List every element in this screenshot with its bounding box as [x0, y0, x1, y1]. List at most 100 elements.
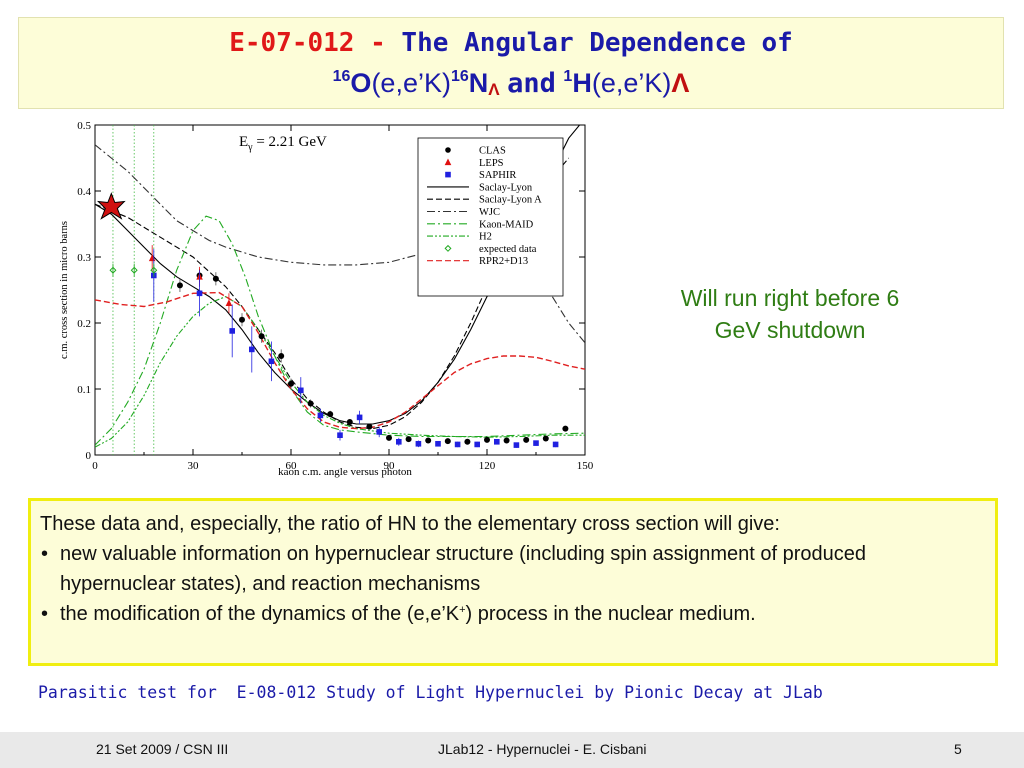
marker — [196, 290, 203, 297]
legend-label: Saclay-Lyon A — [479, 195, 542, 206]
footer-bar: 21 Set 2009 / CSN III JLab12 - Hypernucl… — [0, 732, 1024, 768]
marker — [229, 328, 235, 334]
n-mass-number: 16 — [450, 68, 469, 85]
legend-label: WJC — [479, 207, 500, 218]
red-star-marker — [96, 192, 126, 220]
marker — [356, 414, 363, 421]
data-point-saphir — [268, 341, 275, 382]
legend-box — [417, 137, 564, 297]
note-text: Will run right before 6 GeV shutdown — [640, 282, 940, 346]
marker — [454, 441, 461, 448]
marker — [176, 282, 183, 289]
marker — [249, 346, 255, 353]
marker — [484, 436, 490, 443]
lambda-subscript: Λ — [488, 80, 500, 99]
marker — [212, 275, 219, 282]
data-point-expected-data — [150, 263, 158, 277]
marker — [542, 435, 549, 442]
slide-number: 5 — [954, 741, 962, 757]
legend-label: H2 — [479, 232, 492, 243]
marker — [513, 442, 520, 448]
note-line-2: GeV shutdown — [714, 317, 866, 343]
y-tick-label: 0.2 — [77, 318, 91, 330]
data-point-saphir — [356, 410, 363, 424]
data-point-clas — [523, 436, 530, 443]
y-tick-label: 0.5 — [77, 120, 91, 132]
legend-entry: CLAS — [445, 146, 506, 157]
x-tick-label: 90 — [384, 460, 396, 472]
marker — [444, 244, 452, 252]
marker — [225, 299, 233, 306]
bullet-1: new valuable information on hypernuclear… — [40, 539, 987, 599]
marker — [405, 436, 412, 443]
bullet-2-pre: the modification of the dynamics of the … — [60, 603, 460, 625]
x-tick-label: 150 — [577, 460, 594, 472]
curve-h2 — [95, 295, 585, 448]
legend-label: RPR2+D13 — [479, 256, 528, 267]
legend-entry: LEPS — [444, 158, 504, 169]
reaction-2: (e,e’K) — [591, 68, 672, 98]
legend-label: expected data — [479, 244, 537, 255]
marker — [278, 353, 285, 359]
data-point-clas — [484, 436, 490, 443]
and-word: and — [507, 68, 556, 99]
marker — [109, 266, 117, 274]
marker — [258, 333, 265, 340]
data-point-saphir — [533, 440, 539, 446]
note-line-1: Will run right before 6 — [680, 285, 900, 311]
data-point-expected-data — [130, 263, 138, 277]
data-point-clas — [444, 438, 451, 445]
data-point-saphir — [474, 441, 480, 448]
legend-label: Kaon-MAID — [479, 219, 534, 230]
h-symbol: H — [572, 68, 592, 98]
cross-section-chart: 0 30 60 90 120 150 0 0.1 0.2 0.3 0.4 0.5 Eγ = 2.21 … — [59, 120, 594, 478]
data-point-clas — [503, 437, 510, 444]
y-tick-label: 0.4 — [77, 186, 91, 198]
marker — [239, 316, 245, 323]
title-box: E-07-012 - The Angular Dependence of 16O… — [18, 17, 1004, 109]
data-point-clas — [307, 399, 314, 408]
o-mass-number: 16 — [332, 68, 351, 85]
axis-ticks: 0 30 60 90 120 150 0 0.1 0.2 0.3 0.4 0.5 — [77, 120, 594, 472]
legend-entry: H2 — [427, 232, 492, 243]
o-symbol: O — [350, 68, 372, 98]
bullet-2-post: ) process in the nuclear medium. — [465, 603, 756, 625]
data-point-saphir — [317, 408, 324, 422]
marker — [288, 380, 294, 387]
experiment-code: E-07-012 — [229, 28, 355, 58]
marker — [552, 441, 559, 448]
marker — [444, 158, 452, 166]
summary-box: These data and, especially, the ratio of… — [28, 498, 998, 666]
data-point-clas — [405, 436, 412, 443]
legend-label: CLAS — [479, 146, 506, 157]
data-point-clas — [327, 410, 334, 418]
marker — [366, 423, 373, 430]
marker — [376, 429, 382, 435]
marker — [444, 438, 451, 445]
data-point-clas — [258, 329, 265, 343]
parasitic-test-note: Parasitic test for E-08-012 Study of Lig… — [38, 683, 823, 702]
data-point-saphir — [396, 437, 402, 446]
summary-intro: These data and, especially, the ratio of… — [40, 513, 780, 535]
legend-label: LEPS — [479, 158, 504, 169]
legend-entry: RPR2+D13 — [427, 256, 528, 267]
curve-rpr2-d13 — [95, 291, 585, 430]
x-tick-label: 30 — [188, 460, 200, 472]
x-tick-label: 120 — [479, 460, 496, 472]
data-point-saphir — [298, 377, 304, 404]
x-axis-label: kaon c.m. angle versus photon — [278, 466, 412, 478]
n-symbol: N — [468, 68, 489, 98]
marker — [298, 387, 304, 394]
data-point-clas — [562, 425, 569, 432]
data-point-clas — [212, 272, 219, 286]
marker — [415, 440, 422, 447]
data-point-clas — [176, 278, 183, 292]
title-line-2: 16O(e,e’K)16NΛ and 1H(e,e’K)Λ — [19, 68, 1003, 100]
data-points — [109, 245, 569, 448]
marker — [425, 437, 432, 444]
marker — [327, 411, 334, 418]
legend-label: Saclay-Lyon — [479, 182, 533, 193]
data-point-expected-data — [109, 263, 117, 277]
energy-annotation: Eγ = 2.21 GeV — [239, 134, 327, 153]
